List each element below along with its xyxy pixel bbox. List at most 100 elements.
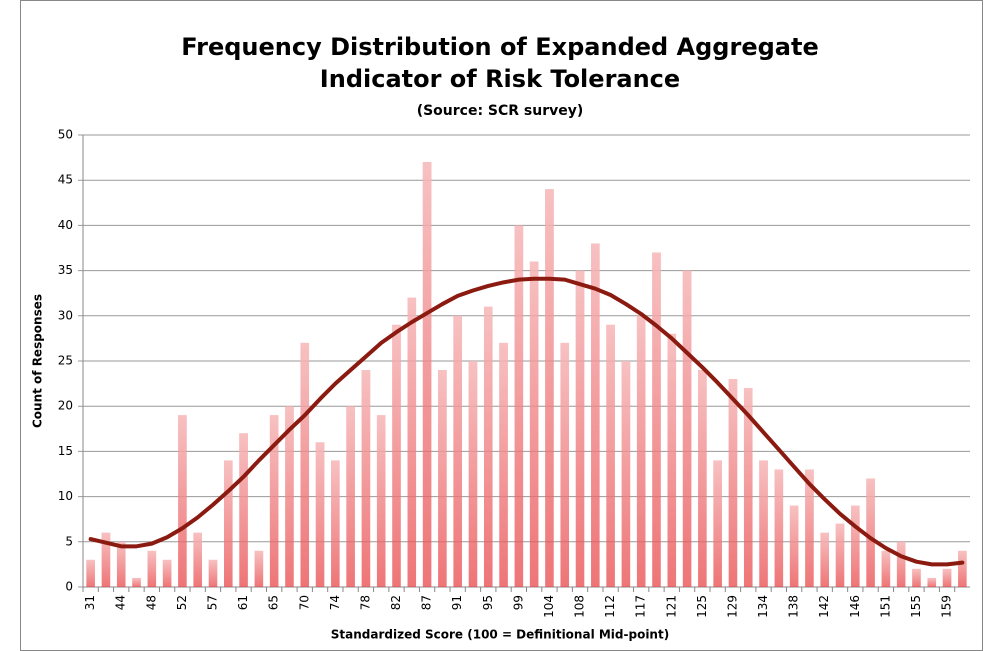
bar-shine xyxy=(835,523,845,587)
bar-shine xyxy=(606,324,615,587)
bar-shine xyxy=(453,315,462,587)
bar-shine xyxy=(958,550,967,587)
bar-shine xyxy=(483,306,493,587)
x-tick-label: 151 xyxy=(878,595,892,618)
bar-shine xyxy=(132,577,141,587)
bar-shine xyxy=(254,550,264,587)
y-tick-label: 30 xyxy=(58,308,73,322)
bar-shine xyxy=(851,505,860,587)
bar-shine xyxy=(591,243,600,588)
bar-shine xyxy=(300,342,310,587)
bar-shine xyxy=(147,550,157,587)
bar-shine xyxy=(896,541,906,587)
bar-shine xyxy=(438,370,447,587)
x-tick-label: 159 xyxy=(940,595,954,618)
x-tick-label: 104 xyxy=(542,595,556,618)
bar-shine xyxy=(575,270,585,587)
chart-title: Frequency Distribution of Expanded Aggre… xyxy=(181,33,818,61)
bar-shine xyxy=(514,225,524,587)
bar-shine xyxy=(193,532,202,587)
y-tick-label: 40 xyxy=(58,218,73,232)
x-tick-label: 57 xyxy=(205,595,219,610)
x-tick-label: 117 xyxy=(634,595,648,618)
x-tick-label: 125 xyxy=(695,595,709,618)
bar-shine xyxy=(407,297,417,587)
chart-title: Indicator of Risk Tolerance xyxy=(320,65,680,93)
y-tick-label: 20 xyxy=(58,399,73,413)
bar-shine xyxy=(881,550,891,587)
bar-shine xyxy=(774,469,784,587)
y-tick-label: 45 xyxy=(58,173,73,187)
x-tick-label: 74 xyxy=(328,595,342,610)
x-tick-label: 65 xyxy=(267,595,281,610)
x-tick-label: 108 xyxy=(573,595,587,618)
bar-shine xyxy=(621,361,631,587)
x-tick-label: 142 xyxy=(817,595,831,618)
y-tick-label: 10 xyxy=(58,489,73,503)
bar-shine xyxy=(912,568,921,587)
bar-shine xyxy=(86,559,95,587)
bar-shine xyxy=(866,478,875,587)
bar-shine xyxy=(560,342,570,587)
y-tick-label: 5 xyxy=(65,534,73,548)
x-tick-label: 99 xyxy=(511,595,525,610)
x-tick-label: 129 xyxy=(725,595,739,618)
x-tick-label: 70 xyxy=(297,595,311,610)
bar-shine xyxy=(667,333,677,587)
bar-shine xyxy=(713,460,722,587)
x-tick-label: 112 xyxy=(603,595,617,618)
x-tick-label: 61 xyxy=(236,595,250,610)
x-tick-label: 155 xyxy=(909,595,923,618)
bar-shine xyxy=(652,252,661,587)
bar-shine xyxy=(927,577,937,587)
bar-shine xyxy=(805,469,814,587)
bar-shine xyxy=(392,324,401,587)
bar-shine xyxy=(224,460,233,587)
bar-shine xyxy=(529,261,539,587)
y-tick-label: 25 xyxy=(58,354,73,368)
y-axis-label: Count of Responses xyxy=(31,294,45,428)
x-tick-label: 78 xyxy=(358,595,372,610)
bar-shine xyxy=(315,442,325,587)
bar-shine xyxy=(331,460,340,587)
bar-shine xyxy=(698,370,707,587)
x-tick-label: 44 xyxy=(114,595,128,610)
bar-shine xyxy=(422,162,432,587)
x-tick-label: 52 xyxy=(175,595,189,610)
x-tick-label: 91 xyxy=(450,595,464,610)
bar-shine xyxy=(789,505,799,587)
bar-shine xyxy=(162,559,172,587)
bar-shine xyxy=(346,406,355,587)
bar-shine xyxy=(269,415,279,587)
x-tick-label: 87 xyxy=(420,595,434,610)
bar-shine xyxy=(545,189,554,588)
x-tick-label: 31 xyxy=(83,595,97,610)
bar-shine xyxy=(239,433,248,587)
bar-shine xyxy=(376,415,386,587)
bar-shine xyxy=(682,270,692,587)
bar-shine xyxy=(820,532,829,587)
bar-shine xyxy=(208,559,218,587)
bar-shine xyxy=(101,532,111,587)
x-tick-label: 121 xyxy=(664,595,678,618)
bar-shine xyxy=(178,415,187,587)
chart-subtitle: (Source: SCR survey) xyxy=(417,103,584,119)
bar-shine xyxy=(468,361,478,587)
y-tick-label: 50 xyxy=(58,128,73,142)
bar-shine xyxy=(116,541,126,587)
bar-shine xyxy=(636,315,646,587)
bar-shine xyxy=(285,406,294,587)
x-tick-label: 138 xyxy=(787,595,801,618)
bar-shine xyxy=(759,460,768,587)
x-tick-label: 48 xyxy=(144,595,158,610)
bar-shine xyxy=(743,388,753,587)
bar-shine xyxy=(499,342,508,587)
x-tick-label: 95 xyxy=(481,595,495,610)
x-axis-label: Standardized Score (100 = Definitional M… xyxy=(331,628,669,642)
trend-line xyxy=(88,276,965,567)
x-tick-label: 82 xyxy=(389,595,403,610)
bar-shine xyxy=(942,568,952,587)
y-tick-label: 15 xyxy=(58,444,73,458)
x-tick-label: 134 xyxy=(756,595,770,618)
